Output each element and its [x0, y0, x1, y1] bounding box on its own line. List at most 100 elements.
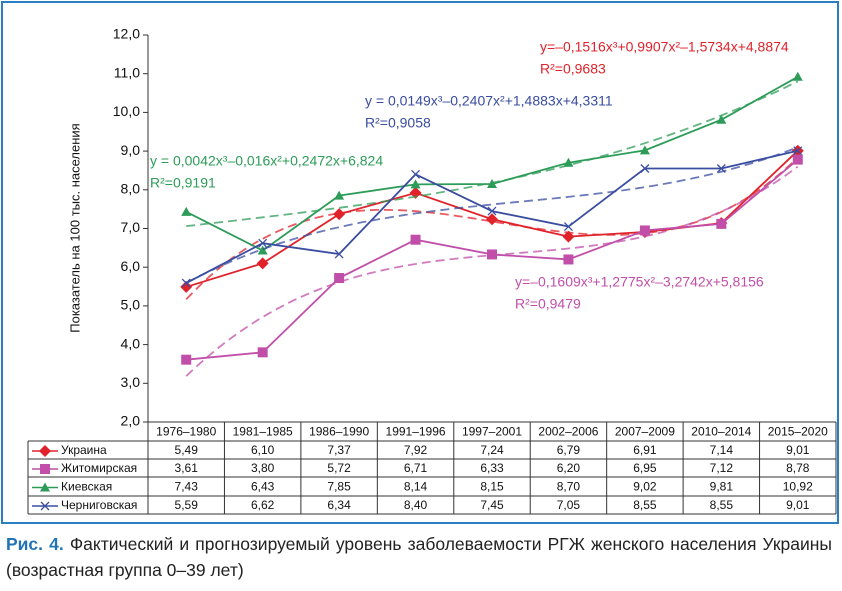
- table-value: 6,34: [327, 498, 351, 512]
- y-tick-label: 7,0: [121, 219, 141, 235]
- trend-line: [185, 146, 799, 284]
- trend-equation: y = 0,0042x³–0,016x²+0,2472x+6,824: [150, 153, 383, 169]
- x-tick-label: 2007–2009: [615, 425, 675, 439]
- table-value: 7,43: [175, 480, 199, 494]
- legend-label: Черниговская: [61, 498, 137, 512]
- marker: [257, 245, 268, 255]
- caption-text: Фактический и прогнозируемый уровень заб…: [6, 534, 832, 580]
- legend-label: Житомирская: [61, 461, 137, 475]
- table-value: 3,80: [251, 461, 275, 475]
- x-tick-label: 2002–2006: [538, 425, 598, 439]
- table-value: 7,14: [710, 443, 734, 457]
- table-value: 5,72: [327, 461, 351, 475]
- legend-label: Украина: [61, 443, 107, 457]
- y-tick-label: 12,0: [113, 26, 140, 42]
- x-tick-label: 2015–2020: [768, 425, 828, 439]
- trend-equation: y=–0,1516x³+0,9907x²–1,5734x+4,8874: [540, 39, 789, 55]
- table-value: 6,79: [557, 443, 581, 457]
- marker: [563, 157, 574, 167]
- marker: [640, 164, 650, 173]
- table-value: 5,49: [175, 443, 199, 457]
- legend-marker: [40, 464, 50, 474]
- table-value: 7,05: [557, 498, 581, 512]
- trend-r2: R²=0,9479: [515, 296, 581, 312]
- table-value: 10,92: [783, 480, 813, 494]
- table-value: 7,85: [327, 480, 351, 494]
- y-tick-label: 11,0: [114, 64, 140, 80]
- table-value: 6,95: [633, 461, 657, 475]
- table-value: 9,01: [786, 443, 810, 457]
- trend-r2: R²=0,9058: [365, 115, 431, 131]
- table-value: 6,43: [251, 480, 275, 494]
- table-value: 9,01: [786, 498, 810, 512]
- y-tick-label: 8,0: [121, 181, 141, 197]
- marker: [792, 154, 803, 165]
- marker: [411, 169, 421, 179]
- y-tick-label: 2,0: [121, 413, 141, 429]
- x-tick-label: 1976–1980: [156, 425, 216, 439]
- marker: [181, 206, 192, 216]
- marker: [256, 257, 269, 270]
- table-value: 7,92: [404, 443, 428, 457]
- table-value: 8,15: [480, 480, 504, 494]
- marker: [716, 164, 726, 173]
- marker: [181, 278, 191, 288]
- trend-line: [185, 156, 799, 300]
- table-value: 8,78: [786, 461, 810, 475]
- table-value: 8,70: [557, 480, 581, 494]
- marker: [563, 222, 573, 232]
- legend-marker: [40, 482, 50, 492]
- legend-marker: [40, 501, 50, 511]
- table-value: 8,40: [404, 498, 428, 512]
- x-tick-label: 1986–1990: [309, 425, 369, 439]
- marker: [486, 213, 498, 226]
- marker: [334, 273, 345, 284]
- trend-equation: y = 0,0149x³–0,2407x²+1,4883x+4,3311: [365, 93, 613, 109]
- table-value: 9,81: [710, 480, 734, 494]
- table-value: 6,33: [480, 461, 504, 475]
- chart-frame: [1, 1, 839, 524]
- marker: [410, 179, 421, 189]
- marker: [639, 225, 650, 236]
- table-value: 9,02: [633, 480, 657, 494]
- table-value: 8,55: [710, 498, 734, 512]
- marker: [410, 234, 421, 245]
- marker: [334, 190, 345, 200]
- y-axis-label: Показатель на 100 тыс. населения: [67, 123, 82, 332]
- table-value: 6,10: [251, 443, 275, 457]
- table-value: 8,14: [404, 480, 428, 494]
- table-value: 7,12: [710, 461, 734, 475]
- chart: Показатель на 100 тыс. населения 2,0 3,0 4…: [1, 1, 839, 524]
- table-value: 7,45: [480, 498, 504, 512]
- trend-equation: y=–0,1609x³+1,2775x²–3,2742x+5,8156: [515, 274, 764, 290]
- marker: [639, 145, 650, 155]
- marker: [793, 146, 803, 156]
- marker: [487, 178, 497, 188]
- table-value: 5,59: [175, 498, 199, 512]
- marker: [716, 218, 727, 229]
- marker: [562, 230, 575, 243]
- table-value: 6,20: [557, 461, 581, 475]
- marker: [792, 71, 803, 81]
- caption-label: Рис. 4.: [6, 534, 64, 554]
- marker: [716, 114, 727, 124]
- legend-marker: [39, 445, 51, 457]
- table-value: 3,61: [175, 461, 199, 475]
- marker: [563, 254, 574, 265]
- marker: [487, 249, 497, 260]
- marker: [181, 354, 192, 365]
- table-value: 6,91: [633, 443, 657, 457]
- trend-r2: R²=0,9191: [150, 175, 216, 191]
- legend-label: Киевская: [61, 480, 112, 494]
- x-tick-label: 2010–2014: [691, 425, 751, 439]
- x-tick-label: 1981–1985: [233, 425, 293, 439]
- x-tick-label: 1991–1996: [386, 425, 446, 439]
- marker: [180, 280, 193, 293]
- y-tick-label: 5,0: [121, 297, 141, 313]
- trend-r2: R²=0,9683: [540, 61, 606, 77]
- marker: [334, 249, 344, 259]
- marker: [258, 238, 268, 248]
- y-tick-label: 6,0: [121, 258, 141, 274]
- table-value: 7,24: [480, 443, 504, 457]
